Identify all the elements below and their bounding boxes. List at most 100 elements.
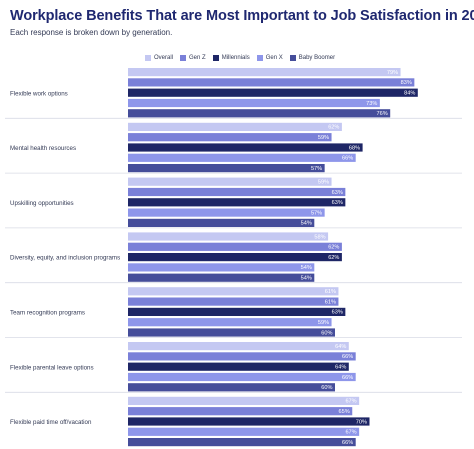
data-label: 66% bbox=[342, 440, 353, 446]
legend-item-overall: Overall bbox=[145, 55, 173, 61]
data-label: 63% bbox=[332, 310, 343, 316]
data-label: 66% bbox=[342, 375, 353, 381]
chart-subtitle: Each response is broken down by generati… bbox=[10, 28, 173, 37]
bar-overall bbox=[128, 177, 332, 186]
data-label: 59% bbox=[318, 135, 329, 141]
bar-overall bbox=[128, 122, 342, 131]
bar-gen-x bbox=[128, 427, 360, 436]
bar-baby-boomer bbox=[128, 273, 315, 282]
category-group-team-recognition-programs: Team recognition programs 61% 61% 63%59% 60% bbox=[5, 282, 462, 337]
category-label: Flexible work options bbox=[10, 90, 68, 97]
category-group-flexible-work-options: Flexible work options 79%83% 84% 73% 76% bbox=[10, 68, 418, 118]
category-group-flexible-paid-time-off-vacation: Flexible paid time off/vacation 67% 65% 70%… bbox=[5, 391, 462, 447]
data-label: 65% bbox=[339, 409, 350, 415]
legend-swatch bbox=[145, 55, 151, 61]
chart-title: Workplace Benefits That are Most Importa… bbox=[10, 8, 474, 24]
data-label: 63% bbox=[332, 200, 343, 206]
bar-baby-boomer bbox=[128, 328, 335, 337]
data-label: 54% bbox=[301, 265, 312, 271]
bar-gen-z bbox=[128, 352, 356, 361]
data-label: 73% bbox=[366, 101, 377, 107]
data-label: 64% bbox=[335, 344, 346, 350]
legend-item-gen-z: Gen Z bbox=[180, 55, 206, 61]
chart-legend: Overall Gen Z Millennials Gen X Baby Boomer bbox=[145, 55, 335, 61]
bar-baby-boomer bbox=[128, 164, 325, 173]
bar-gen-z bbox=[128, 407, 353, 416]
bar-baby-boomer bbox=[128, 438, 356, 447]
data-label: 60% bbox=[321, 330, 332, 336]
bar-gen-z bbox=[128, 78, 415, 87]
data-label: 83% bbox=[401, 80, 412, 86]
category-group-mental-health-resources: Mental health resources 62% 59% 68% 66% 57% bbox=[5, 117, 462, 173]
data-label: 60% bbox=[321, 385, 332, 391]
data-label: 54% bbox=[301, 221, 312, 227]
legend-label: Baby Boomer bbox=[298, 55, 336, 61]
data-label: 62% bbox=[328, 125, 339, 131]
bar-gen-z bbox=[128, 297, 339, 306]
category-label: Team recognition programs bbox=[10, 310, 85, 317]
data-label: 67% bbox=[345, 399, 356, 405]
legend-swatch bbox=[256, 55, 263, 61]
bar-overall bbox=[128, 232, 329, 241]
legend-label: Gen Z bbox=[189, 55, 206, 61]
bar-millennials bbox=[128, 198, 346, 207]
data-label: 84% bbox=[404, 90, 415, 96]
bar-millennials bbox=[128, 362, 349, 371]
category-label: Flexible parental leave options bbox=[10, 364, 94, 371]
legend-label: Millennials bbox=[221, 55, 250, 61]
legend-label: Gen X bbox=[265, 55, 283, 61]
bar-overall bbox=[128, 342, 349, 351]
legend-swatch bbox=[289, 55, 296, 61]
data-label: 67% bbox=[345, 430, 356, 436]
bar-gen-z bbox=[128, 133, 332, 142]
bar-gen-x bbox=[128, 153, 356, 162]
bar-overall bbox=[128, 287, 339, 296]
data-label: 66% bbox=[342, 354, 353, 360]
bar-overall bbox=[128, 396, 360, 405]
legend-label: Overall bbox=[154, 55, 174, 61]
bar-millennials bbox=[128, 253, 342, 262]
bar-millennials bbox=[128, 307, 346, 316]
bar-gen-x bbox=[128, 318, 332, 327]
category-group-diversity-equity-and-inclusion-programs: Diversity, equity, and inclusion program… bbox=[5, 227, 462, 282]
bar-millennials bbox=[128, 143, 363, 152]
data-label: 66% bbox=[342, 156, 353, 162]
legend-swatch bbox=[212, 55, 219, 61]
category-label: Upskilling opportunities bbox=[10, 200, 74, 207]
data-label: 58% bbox=[314, 234, 325, 240]
category-label: Diversity, equity, and inclusion program… bbox=[10, 255, 120, 262]
bar-gen-x bbox=[128, 263, 315, 272]
data-label: 64% bbox=[335, 364, 346, 370]
legend-item-gen-x: Gen X bbox=[256, 55, 283, 61]
bar-gen-x bbox=[128, 208, 325, 217]
data-label: 57% bbox=[311, 166, 322, 172]
data-label: 68% bbox=[349, 145, 360, 151]
bar-baby-boomer bbox=[128, 383, 335, 392]
category-group-flexible-parental-leave-options: Flexible parental leave options 64% 66% 64%… bbox=[5, 337, 462, 392]
bar-gen-x bbox=[128, 98, 380, 108]
data-label: 63% bbox=[332, 190, 343, 196]
bar-baby-boomer bbox=[128, 109, 391, 118]
data-label: 59% bbox=[318, 320, 329, 326]
data-label: 62% bbox=[328, 255, 339, 261]
legend-item-millennials: Millennials bbox=[212, 55, 250, 61]
bar-baby-boomer bbox=[128, 218, 315, 227]
bar-millennials bbox=[128, 417, 370, 426]
bar-gen-z bbox=[128, 242, 342, 251]
category-label: Mental health resources bbox=[10, 145, 76, 152]
bar-millennials bbox=[128, 88, 418, 97]
data-label: 61% bbox=[325, 289, 336, 295]
data-label: 70% bbox=[356, 419, 367, 425]
bar-gen-z bbox=[128, 187, 346, 197]
data-label: 54% bbox=[301, 275, 312, 281]
data-label: 62% bbox=[328, 245, 339, 251]
bar-gen-x bbox=[128, 372, 356, 382]
data-label: 61% bbox=[325, 299, 336, 305]
data-label: 79% bbox=[387, 70, 398, 76]
bar-overall bbox=[128, 68, 401, 77]
data-label: 59% bbox=[318, 179, 329, 185]
legend-item-baby-boomer: Baby Boomer bbox=[289, 55, 336, 61]
data-label: 57% bbox=[311, 210, 322, 216]
